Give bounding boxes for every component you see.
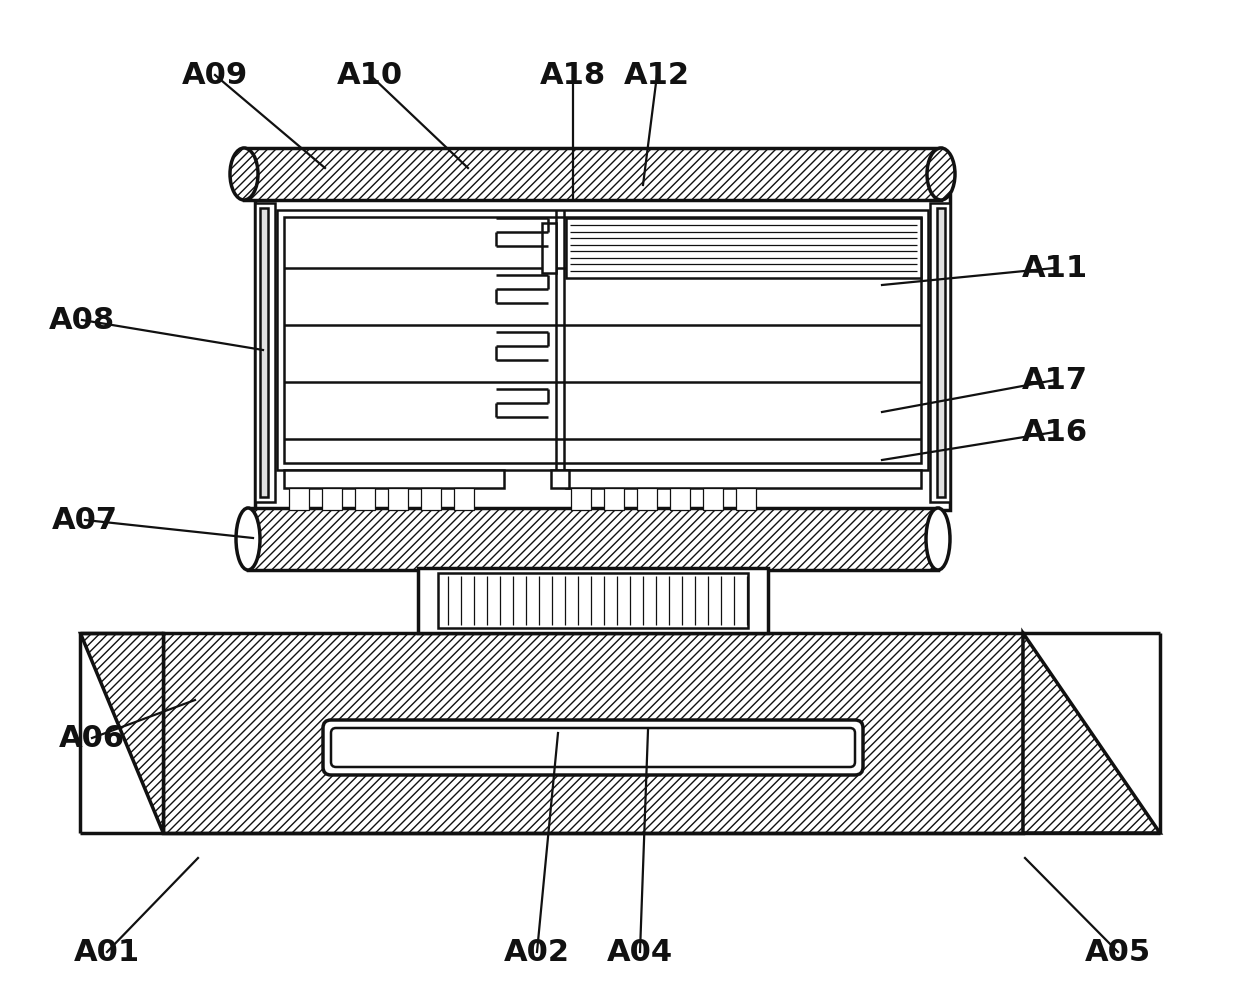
Bar	[277, 210, 928, 470]
Bar	[670, 488, 689, 510]
Bar	[260, 208, 268, 497]
Text: A11: A11	[1022, 253, 1087, 282]
Bar	[454, 488, 474, 510]
Bar	[737, 488, 756, 510]
Bar	[244, 148, 941, 200]
Polygon shape	[81, 633, 162, 833]
Ellipse shape	[926, 508, 950, 570]
Bar	[542, 223, 556, 273]
FancyBboxPatch shape	[331, 728, 856, 767]
Bar	[703, 488, 723, 510]
Text: A08: A08	[48, 306, 115, 335]
Text: A06: A06	[60, 724, 125, 753]
Bar	[388, 488, 408, 510]
Bar	[422, 488, 441, 510]
Bar	[930, 203, 950, 502]
Ellipse shape	[928, 148, 955, 200]
Text: A16: A16	[1022, 417, 1087, 446]
Bar	[248, 508, 937, 570]
Text: A05: A05	[1085, 938, 1151, 967]
FancyBboxPatch shape	[322, 720, 863, 775]
Ellipse shape	[236, 508, 260, 570]
Bar	[162, 633, 1023, 833]
Bar	[418, 568, 768, 633]
Text: A12: A12	[624, 60, 689, 89]
Bar	[284, 217, 921, 463]
Bar	[551, 470, 569, 488]
Text: A04: A04	[606, 938, 673, 967]
Bar	[255, 195, 950, 510]
Bar	[438, 573, 748, 628]
Polygon shape	[1023, 633, 1159, 833]
Text: A02: A02	[503, 938, 570, 967]
Bar	[637, 488, 657, 510]
Bar	[289, 488, 309, 510]
Bar	[248, 508, 937, 570]
Bar	[604, 488, 624, 510]
Text: A10: A10	[337, 60, 403, 89]
Ellipse shape	[229, 148, 258, 200]
Bar	[244, 148, 941, 200]
Bar	[255, 203, 275, 502]
Bar	[322, 488, 342, 510]
Text: A01: A01	[74, 938, 140, 967]
Text: A07: A07	[52, 506, 118, 535]
Text: A18: A18	[539, 60, 606, 89]
Bar	[284, 470, 503, 488]
Bar	[937, 208, 945, 497]
Bar	[565, 218, 921, 278]
Bar	[355, 488, 374, 510]
Text: A09: A09	[182, 60, 248, 89]
Bar	[570, 488, 591, 510]
Bar	[162, 633, 1023, 833]
Bar	[565, 470, 921, 488]
Text: A17: A17	[1022, 366, 1087, 395]
